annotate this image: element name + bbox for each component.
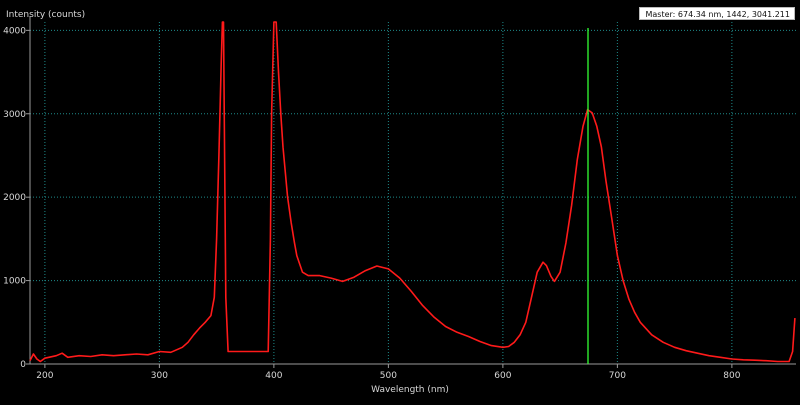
cursor-readout: Master: 674.34 nm, 1442, 3041.211	[639, 7, 795, 20]
grid-lines	[30, 22, 796, 364]
y-axis-label: Intensity (counts)	[6, 10, 85, 20]
y-tick-label: 1000	[3, 277, 26, 287]
x-tick-label: 200	[36, 371, 53, 381]
y-tick-label: 0	[20, 360, 26, 370]
y-tick-labels: 0 1000 2000 3000 4000	[3, 26, 26, 370]
spectrum-series-line	[29, 21, 796, 363]
axes	[26, 16, 796, 368]
x-tick-label: 500	[380, 371, 397, 381]
x-tick-label: 700	[609, 371, 626, 381]
x-tick-label: 400	[265, 371, 282, 381]
series-layer	[29, 21, 796, 363]
y-tick-label: 2000	[3, 193, 26, 203]
y-tick-label: 4000	[3, 26, 26, 36]
x-tick-label: 800	[723, 371, 740, 381]
x-axis-label: Wavelength (nm)	[371, 385, 449, 395]
x-tick-labels: 200 300 400 500 600 700 800	[36, 371, 740, 381]
y-tick-label: 3000	[3, 110, 26, 120]
x-tick-label: 300	[151, 371, 168, 381]
x-tick-label: 600	[494, 371, 511, 381]
